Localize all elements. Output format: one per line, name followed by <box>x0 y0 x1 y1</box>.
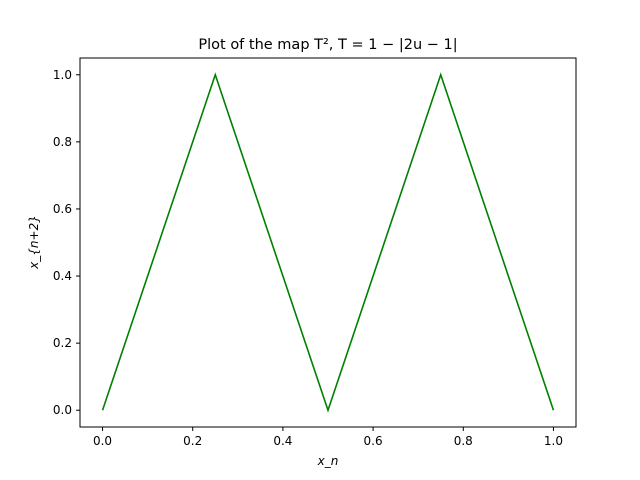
y-tick-label: 0.2 <box>53 336 72 350</box>
x-tick-label: 0.6 <box>364 434 383 448</box>
y-axis-label: x_{n+2} <box>27 215 41 270</box>
y-tick-label: 0.8 <box>53 135 72 149</box>
y-tick-label: 0.0 <box>53 403 72 417</box>
x-ticks: 0.0 0.2 0.4 0.6 0.8 1.0 <box>93 427 563 448</box>
x-tick-label: 0.8 <box>454 434 473 448</box>
x-axis-label: x_n <box>317 454 339 468</box>
y-tick-label: 1.0 <box>53 68 72 82</box>
plot-layer <box>101 72 555 413</box>
chart-title: Plot of the map T², T = 1 − |2u − 1| <box>198 37 457 53</box>
x-tick-label: 0.0 <box>93 434 112 448</box>
plot-frame <box>79 57 577 428</box>
y-ticks: 0.0 0.2 0.4 0.6 0.8 1.0 <box>53 68 80 417</box>
y-tick-label: 0.4 <box>53 269 72 283</box>
x-tick-label: 1.0 <box>544 434 563 448</box>
x-tick-label: 0.2 <box>183 434 202 448</box>
x-tick-label: 0.4 <box>273 434 292 448</box>
series-line-0 <box>101 72 555 413</box>
y-tick-label: 0.6 <box>53 202 72 216</box>
